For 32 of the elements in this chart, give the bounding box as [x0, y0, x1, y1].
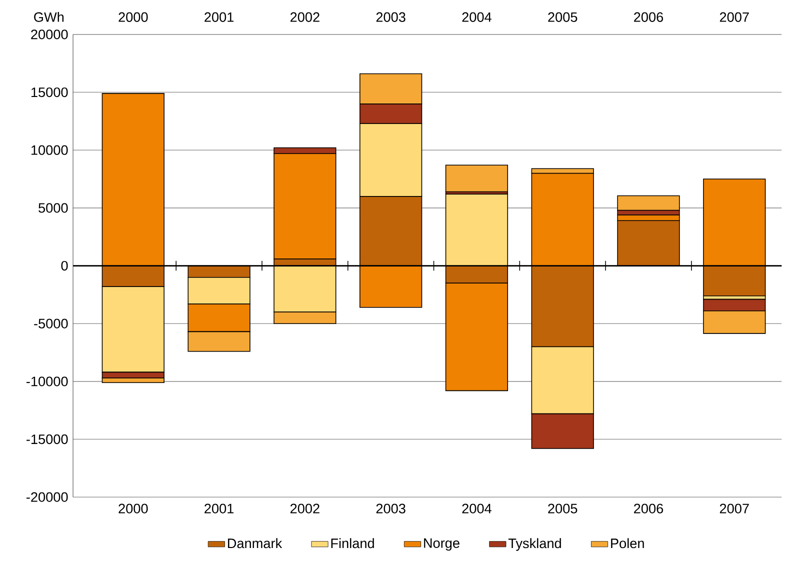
x-tick-label: 2002 [290, 504, 320, 514]
legend-label: Finland [331, 538, 374, 548]
category-label: 2004 [462, 12, 492, 22]
x-tick-label: 2005 [548, 504, 578, 514]
y-axis-title: GWh [34, 12, 64, 22]
y-tick-label: -10000 [26, 376, 68, 386]
x-tick-label: 2003 [376, 504, 406, 514]
y-tick-label: 0 [61, 261, 68, 271]
legend-label: Danmark [228, 538, 282, 548]
legend-label: Norge [424, 538, 460, 551]
category-label: 2001 [204, 12, 234, 22]
y-tick-label: -5000 [34, 318, 68, 329]
category-label: 2006 [634, 12, 664, 22]
category-label: 2003 [376, 12, 406, 22]
legend-label: Tyskland [508, 538, 561, 552]
y-tick-label: 20000 [31, 30, 68, 40]
y-tick-label: -20000 [26, 492, 68, 502]
y-tick-label: 10000 [31, 145, 68, 156]
x-tick-label: 2000 [118, 504, 148, 514]
x-tick-label: 2006 [634, 504, 664, 514]
x-tick-label: 2004 [462, 504, 492, 514]
category-label: 2005 [548, 12, 578, 22]
legend-label: Polen [611, 538, 644, 548]
y-tick-label: 5000 [38, 203, 68, 213]
x-tick-label: 2007 [720, 504, 749, 514]
category-label: 2002 [290, 12, 320, 22]
category-label: 2000 [118, 12, 148, 22]
category-label: 2007 [720, 12, 749, 22]
y-tick-label: 15000 [31, 88, 68, 98]
bar [445, 164, 508, 192]
x-tick-label: 2001 [204, 504, 234, 514]
y-tick-label: -15000 [26, 434, 68, 444]
